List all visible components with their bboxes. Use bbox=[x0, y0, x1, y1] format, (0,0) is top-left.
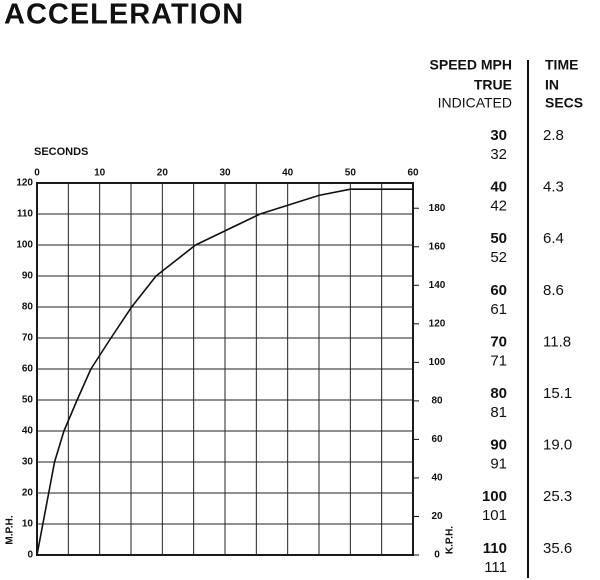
time-secs: 8.6 bbox=[543, 282, 564, 299]
table-header: SECS bbox=[545, 95, 583, 111]
table-header: INDICATED bbox=[438, 95, 512, 111]
y-tick-label: 50 bbox=[22, 395, 34, 406]
y2-tick-label: 0 bbox=[434, 550, 440, 561]
x-axis-label: SECONDS bbox=[34, 146, 88, 158]
true-speed: 50 bbox=[490, 230, 507, 247]
x-tick-label: 20 bbox=[157, 168, 169, 179]
y2-tick-label: 60 bbox=[431, 434, 443, 445]
true-speed: 100 bbox=[482, 488, 507, 505]
y-tick-label: 60 bbox=[22, 364, 34, 375]
y2-tick-label: 40 bbox=[431, 473, 443, 484]
y-tick-label: 90 bbox=[22, 271, 34, 282]
y-tick-label: 120 bbox=[16, 178, 33, 189]
indicated-speed: 91 bbox=[490, 456, 507, 473]
true-speed: 60 bbox=[490, 282, 507, 299]
y-tick-label: 10 bbox=[22, 519, 34, 530]
true-speed: 30 bbox=[490, 127, 507, 144]
true-speed: 40 bbox=[490, 179, 507, 196]
y-tick-label: 80 bbox=[22, 302, 34, 313]
true-speed: 110 bbox=[483, 540, 507, 557]
indicated-speed: 32 bbox=[490, 146, 507, 163]
y2-tick-label: 120 bbox=[429, 318, 446, 329]
y-tick-label: 100 bbox=[16, 240, 33, 251]
indicated-speed: 42 bbox=[490, 198, 507, 215]
page-title: ACCELERATION bbox=[4, 0, 244, 31]
table-header: SPEED MPH bbox=[430, 57, 512, 73]
y-tick-label: 0 bbox=[27, 550, 33, 561]
true-speed: 80 bbox=[490, 385, 507, 402]
indicated-speed: 101 bbox=[482, 507, 507, 524]
table-header: TIME bbox=[545, 57, 578, 73]
time-secs: 15.1 bbox=[543, 385, 572, 402]
table-header: TRUE bbox=[474, 77, 512, 93]
y-tick-label: 20 bbox=[22, 488, 34, 499]
y-tick-label: 70 bbox=[22, 333, 34, 344]
y-tick-label: 40 bbox=[22, 426, 34, 437]
y2-axis-label: K.P.H. bbox=[445, 526, 456, 554]
x-tick-label: 0 bbox=[34, 168, 40, 179]
y2-tick-label: 20 bbox=[431, 511, 443, 522]
time-secs: 25.3 bbox=[543, 488, 572, 505]
time-secs: 6.4 bbox=[543, 230, 564, 247]
time-secs: 2.8 bbox=[543, 127, 564, 144]
y2-tick-label: 140 bbox=[429, 280, 446, 291]
indicated-speed: 111 bbox=[484, 559, 507, 576]
true-speed: 70 bbox=[490, 333, 507, 350]
indicated-speed: 71 bbox=[490, 352, 507, 369]
table-header: IN bbox=[545, 77, 559, 93]
y2-tick-label: 180 bbox=[429, 203, 446, 214]
y2-tick-label: 160 bbox=[429, 241, 446, 252]
y2-tick-label: 100 bbox=[429, 357, 446, 368]
speed-curve bbox=[36, 188, 413, 556]
time-secs: 11.8 bbox=[543, 333, 571, 350]
indicated-speed: 61 bbox=[490, 301, 507, 318]
time-secs: 19.0 bbox=[543, 437, 572, 454]
indicated-speed: 52 bbox=[490, 249, 507, 266]
time-secs: 35.6 bbox=[543, 540, 572, 557]
x-tick-label: 30 bbox=[219, 168, 231, 179]
x-tick-label: 50 bbox=[345, 168, 357, 179]
y-tick-label: 30 bbox=[22, 457, 34, 468]
y-tick-label: 110 bbox=[17, 209, 34, 220]
y2-tick-label: 80 bbox=[431, 396, 443, 407]
x-tick-label: 40 bbox=[282, 168, 294, 179]
indicated-speed: 81 bbox=[490, 404, 507, 421]
x-tick-label: 60 bbox=[407, 168, 419, 179]
true-speed: 90 bbox=[490, 437, 507, 454]
x-tick-label: 10 bbox=[94, 168, 106, 179]
y-axis-label: M.P.H. bbox=[5, 515, 16, 544]
time-secs: 4.3 bbox=[543, 179, 564, 196]
